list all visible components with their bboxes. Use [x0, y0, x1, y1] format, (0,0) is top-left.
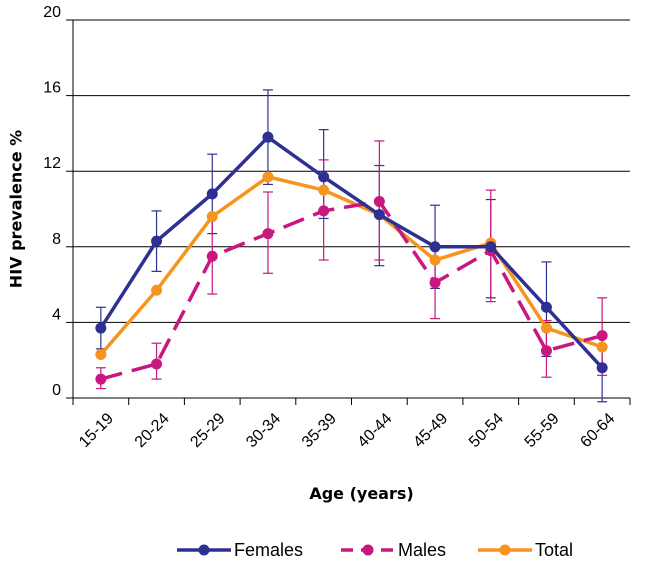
data-point: [318, 184, 330, 196]
data-point: [318, 171, 330, 183]
data-point: [206, 188, 218, 200]
legend-item-males: Males: [341, 540, 446, 560]
legend-label: Males: [398, 540, 446, 560]
series-line: [100, 199, 603, 381]
y-tick-label: 12: [43, 155, 61, 172]
data-point: [596, 330, 608, 342]
data-point: [429, 241, 441, 253]
data-point: [373, 209, 385, 221]
legend: Females Males Total: [177, 540, 573, 560]
data-point: [95, 322, 107, 334]
y-tick-label: 4: [52, 306, 61, 323]
data-point: [373, 195, 385, 207]
data-point: [540, 345, 552, 357]
data-point: [262, 228, 274, 240]
y-tick-label: 16: [43, 80, 61, 97]
series-total: [95, 171, 608, 361]
data-point: [95, 349, 107, 361]
data-point: [596, 362, 608, 374]
data-point: [151, 235, 163, 247]
x-tick-label: 15-19: [76, 410, 117, 451]
data-point: [596, 341, 608, 353]
legend-label: Females: [234, 540, 303, 560]
x-tick-label: 25-29: [187, 410, 228, 451]
x-tick-label: 55-59: [522, 410, 563, 451]
data-point: [429, 277, 441, 289]
legend-swatch-marker: [499, 544, 511, 556]
y-tick-label: 0: [52, 382, 61, 399]
x-tick-label: 40-44: [355, 410, 396, 451]
y-axis-title: HIV prevalence %: [7, 130, 26, 288]
x-tick-label: 45-49: [410, 410, 451, 451]
series-females: [95, 131, 608, 374]
x-tick-label: 60-64: [577, 410, 618, 451]
legend-item-females: Females: [177, 540, 303, 560]
y-tick-label: 20: [43, 4, 61, 21]
error-bars-females: [95, 89, 608, 403]
x-tick-label: 35-39: [299, 410, 340, 451]
series: [95, 89, 608, 403]
x-tick-label: 50-54: [466, 410, 507, 451]
series-line: [99, 135, 604, 369]
data-point: [206, 250, 218, 262]
y-tick-labels: 0 4 8 12 16 20: [43, 4, 73, 399]
legend-label: Total: [535, 540, 573, 560]
data-point: [318, 205, 330, 217]
legend-item-total: Total: [478, 540, 573, 560]
x-axis-title: Age (years): [309, 484, 413, 503]
legend-swatch-marker: [198, 544, 210, 556]
data-point: [485, 241, 497, 253]
data-point: [151, 358, 163, 370]
data-point: [262, 171, 274, 183]
data-point: [151, 284, 163, 296]
data-point: [262, 131, 274, 143]
data-point: [206, 211, 218, 223]
data-point: [540, 322, 552, 334]
y-tick-label: 8: [52, 231, 61, 248]
gridlines: [73, 19, 630, 323]
data-point: [540, 301, 552, 313]
series-line: [99, 175, 603, 356]
x-tick-label: 20-24: [132, 410, 173, 451]
error-bars-males: [95, 140, 608, 390]
data-point: [429, 254, 441, 266]
x-tick-label: 30-34: [243, 410, 284, 451]
x-tick-labels: 15-19 20-24 25-29 30-34 35-39 40-44 45-49 50-54…: [72, 398, 631, 451]
legend-swatch-marker: [362, 544, 374, 556]
data-point: [95, 373, 107, 385]
